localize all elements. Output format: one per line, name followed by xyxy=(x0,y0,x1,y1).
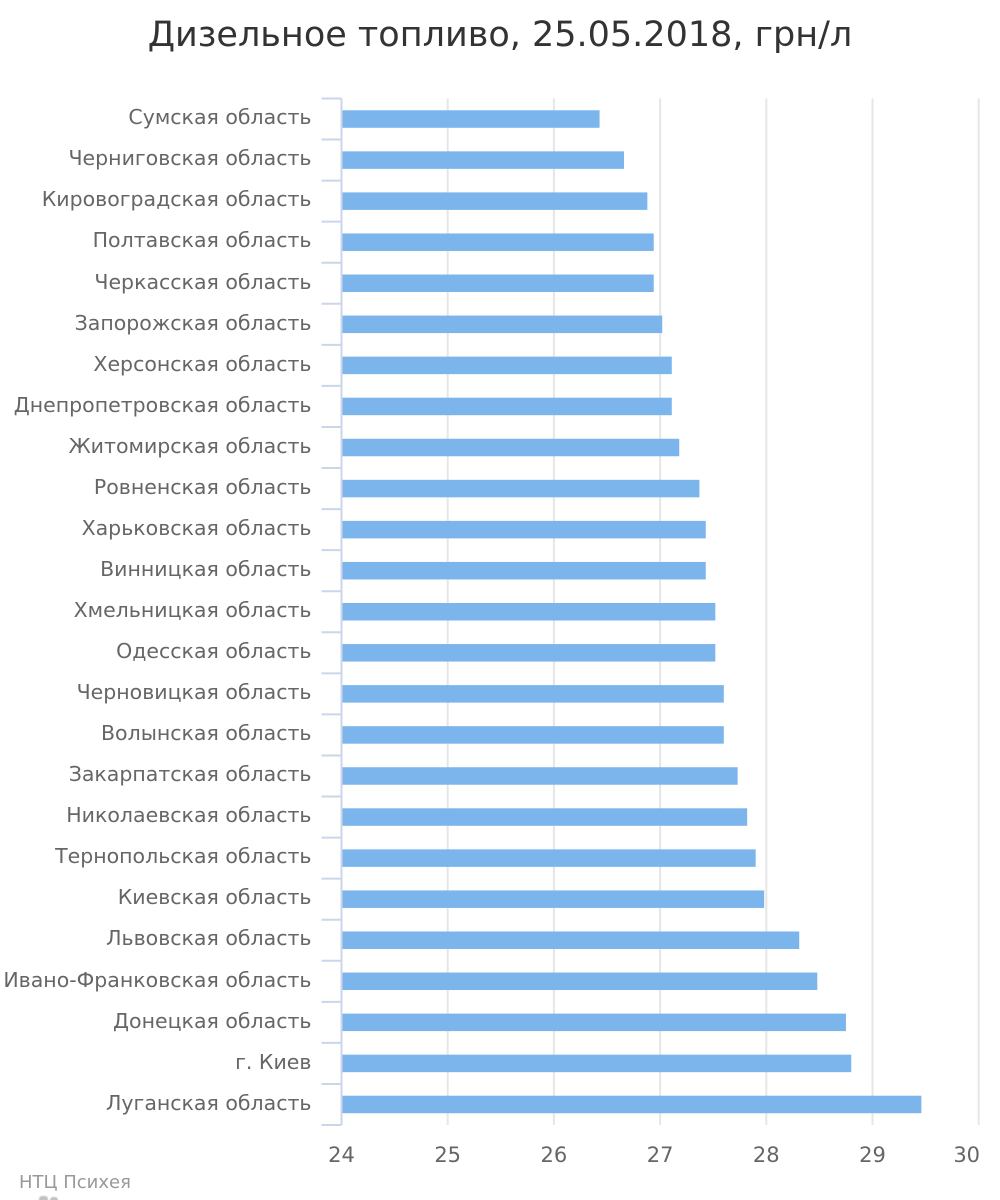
bar[interactable] xyxy=(342,274,654,293)
value-label: 25 xyxy=(434,1142,462,1167)
category-label: Луганская область xyxy=(106,1090,312,1115)
category-label: Днепропетровская область xyxy=(13,392,312,417)
category-label: Львовская область xyxy=(106,926,312,951)
value-label: 24 xyxy=(328,1142,355,1167)
category-label: Тернопольская область xyxy=(55,844,312,869)
bar[interactable] xyxy=(342,1013,846,1032)
value-label: 27 xyxy=(646,1142,674,1167)
bar[interactable] xyxy=(342,479,700,498)
bar[interactable] xyxy=(342,1095,922,1114)
bar[interactable] xyxy=(342,397,672,416)
category-label: Черновицкая область xyxy=(76,680,312,705)
bar[interactable] xyxy=(342,849,756,867)
category-label: г. Киев xyxy=(235,1049,312,1074)
clipped-glyph-fragment xyxy=(50,1197,58,1200)
category-label: Николаевская область xyxy=(66,803,312,828)
category-label: Полтавская область xyxy=(92,228,312,253)
category-label: Винницкая область xyxy=(100,556,312,581)
bar[interactable] xyxy=(342,520,706,539)
value-label: 30 xyxy=(953,1142,981,1167)
bar[interactable] xyxy=(342,438,680,457)
clipped-text-fragment xyxy=(39,1195,60,1200)
category-label: Волынская область xyxy=(100,721,312,746)
bar[interactable] xyxy=(342,767,738,785)
bar[interactable] xyxy=(342,890,765,908)
category-label: Черниговская область xyxy=(68,146,312,171)
bar[interactable] xyxy=(342,685,724,703)
category-label: Одесская область xyxy=(116,639,312,664)
category-label: Хмельницкая область xyxy=(73,598,312,622)
bar[interactable] xyxy=(342,1054,852,1073)
category-label: Закарпатская область xyxy=(68,762,312,787)
bar[interactable] xyxy=(342,931,800,949)
bar[interactable] xyxy=(342,561,706,580)
category-label: Запорожская область xyxy=(74,310,312,335)
bar[interactable] xyxy=(342,356,672,375)
bar[interactable] xyxy=(342,110,600,128)
value-label: 29 xyxy=(859,1142,886,1167)
chart-title: Дизельное топливо, 25.05.2018, грн/л xyxy=(147,15,853,55)
value-label: 26 xyxy=(540,1142,568,1167)
bar[interactable] xyxy=(342,192,648,210)
category-label: Сумская область xyxy=(128,105,312,130)
category-label: Херсонская область xyxy=(93,351,312,376)
category-label: Житомирская область xyxy=(68,433,312,458)
category-label: Ровненская область xyxy=(93,474,312,499)
category-label: Донецкая область xyxy=(113,1008,312,1033)
clipped-glyph-fragment xyxy=(39,1196,48,1200)
bar[interactable] xyxy=(342,603,716,621)
credits-label: НТЦ Психея xyxy=(19,1172,131,1193)
bar[interactable] xyxy=(342,726,724,744)
value-label: 28 xyxy=(752,1142,780,1167)
category-label: Киевская область xyxy=(117,885,312,910)
bar[interactable] xyxy=(342,315,663,334)
category-label: Ивано-Франковская область xyxy=(3,967,312,992)
bar[interactable] xyxy=(342,644,716,662)
category-label: Харьковская область xyxy=(81,515,312,540)
bar[interactable] xyxy=(342,808,748,826)
bar[interactable] xyxy=(342,233,654,251)
category-label: Черкасская область xyxy=(94,269,312,294)
bar[interactable] xyxy=(342,972,818,991)
bar[interactable] xyxy=(342,151,624,169)
category-label: Кировоградская область xyxy=(41,187,312,212)
